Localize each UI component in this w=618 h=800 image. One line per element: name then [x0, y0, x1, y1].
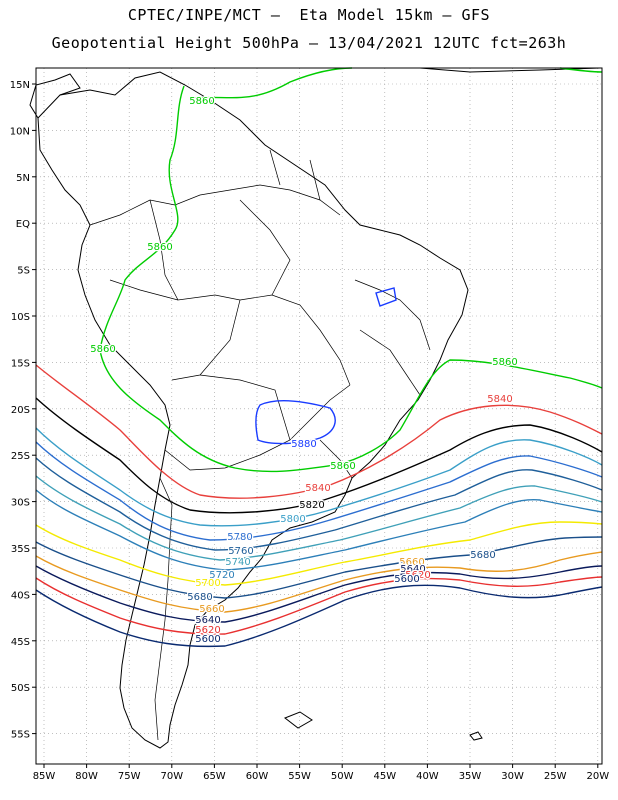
contour-5760 [35, 457, 603, 551]
lat-tick-label: EQ [16, 219, 30, 230]
contour-label: 5680 [470, 550, 495, 561]
lon-tick-label: 75W [118, 771, 141, 782]
contour-label: 5660 [199, 604, 224, 615]
lat-tick-label: 5S [17, 266, 30, 277]
contour-lines [35, 67, 603, 648]
lon-tick-label: 50W [331, 771, 354, 782]
contour-5820 [35, 397, 603, 514]
lat-tick-label: 5N [16, 173, 30, 184]
contour-5800 [35, 427, 603, 527]
contour-label: 5720 [209, 570, 234, 581]
lon-tick-label: 20W [586, 771, 609, 782]
lon-tick-label: 70W [160, 771, 183, 782]
coastlines [29, 67, 601, 749]
contour-5600 [35, 584, 603, 648]
contour-5620 [35, 576, 603, 635]
graticule [36, 68, 602, 764]
contour-label: 5820 [299, 500, 324, 511]
contour-5720 [35, 489, 603, 571]
lon-tick-label: 55W [288, 771, 311, 782]
south-georgia [469, 731, 483, 741]
title-line-1: CPTEC/INPE/MCT – Eta Model 15km – GFS [127, 6, 491, 24]
contour-label: 5680 [187, 592, 212, 603]
contour-label: 5880 [291, 439, 316, 450]
central-america-coastline [29, 73, 81, 119]
contour-label: 5860 [189, 96, 214, 107]
lat-tick-label: 40S [11, 590, 30, 601]
lat-tick-label: 15S [11, 358, 30, 369]
lat-tick-label: 15N [10, 80, 30, 91]
contour-5660 [35, 551, 603, 613]
contour-label: 5600 [394, 574, 419, 585]
lat-tick-label: 10N [10, 126, 30, 137]
contour-label: 5860 [90, 344, 115, 355]
contour-5840 [35, 364, 603, 499]
contour-label: 5840 [487, 394, 512, 405]
lat-tick-label: 10S [11, 312, 30, 323]
south-america-coastline [37, 71, 469, 749]
contour-label: 5840 [305, 483, 330, 494]
lat-tick-label: 35S [11, 544, 30, 555]
contour-label: 5780 [227, 532, 252, 543]
contour-5740 [35, 475, 603, 561]
lon-tick-label: 35W [459, 771, 482, 782]
contour-label: 5860 [147, 242, 172, 253]
lon-tick-label: 80W [75, 771, 98, 782]
contour-label: 5620 [195, 625, 220, 636]
contour-5700 [35, 521, 603, 586]
lat-tick-label: 30S [11, 498, 30, 509]
lat-tick-label: 50S [11, 683, 30, 694]
lat-tick-label: 25S [11, 451, 30, 462]
contour-label: 5860 [330, 461, 355, 472]
contour-label: 5860 [492, 357, 517, 368]
contour-5860 [189, 67, 353, 99]
contour-5780 [35, 441, 603, 541]
lon-tick-label: 65W [203, 771, 226, 782]
lon-tick-label: 25W [544, 771, 567, 782]
contour-labels: 5860 5860 5860 5860 5860 5880 5840 5840 5820 5800… [89, 95, 519, 647]
map-frame [35, 67, 603, 765]
lat-tick-label: 55S [11, 730, 30, 741]
title-line-2: Geopotential Height 500hPa – 13/04/2021 … [51, 34, 567, 52]
lon-tick-label: 45W [373, 771, 396, 782]
lat-tick-label: 20S [11, 405, 30, 416]
falkland-islands [283, 711, 313, 729]
contour-label: 5760 [228, 546, 253, 557]
lat-tick-label: 45S [11, 637, 30, 648]
contour-5640 [35, 565, 603, 623]
lon-tick-label: 30W [501, 771, 524, 782]
contour-label: 5740 [225, 557, 250, 568]
axis-ticks: 85W 80W 75W 70W 65W 60W 55W 50W 45W 40W 35W 30W 25W 2… [10, 80, 609, 782]
lon-tick-label: 40W [416, 771, 439, 782]
contour-label: 5640 [195, 615, 220, 626]
national-borders [89, 149, 431, 741]
contour-label: 5700 [195, 578, 220, 589]
contour-label: 5640 [400, 564, 425, 575]
lon-tick-label: 85W [33, 771, 56, 782]
contour-5880 [255, 400, 336, 445]
contour-label: 5620 [405, 570, 430, 581]
contour-5680 [35, 536, 603, 599]
contour-label: 5660 [399, 557, 424, 568]
contour-5860 [99, 85, 603, 473]
lon-tick-label: 60W [246, 771, 269, 782]
contour-label: 5600 [195, 634, 220, 645]
contour-label: 5800 [280, 514, 305, 525]
